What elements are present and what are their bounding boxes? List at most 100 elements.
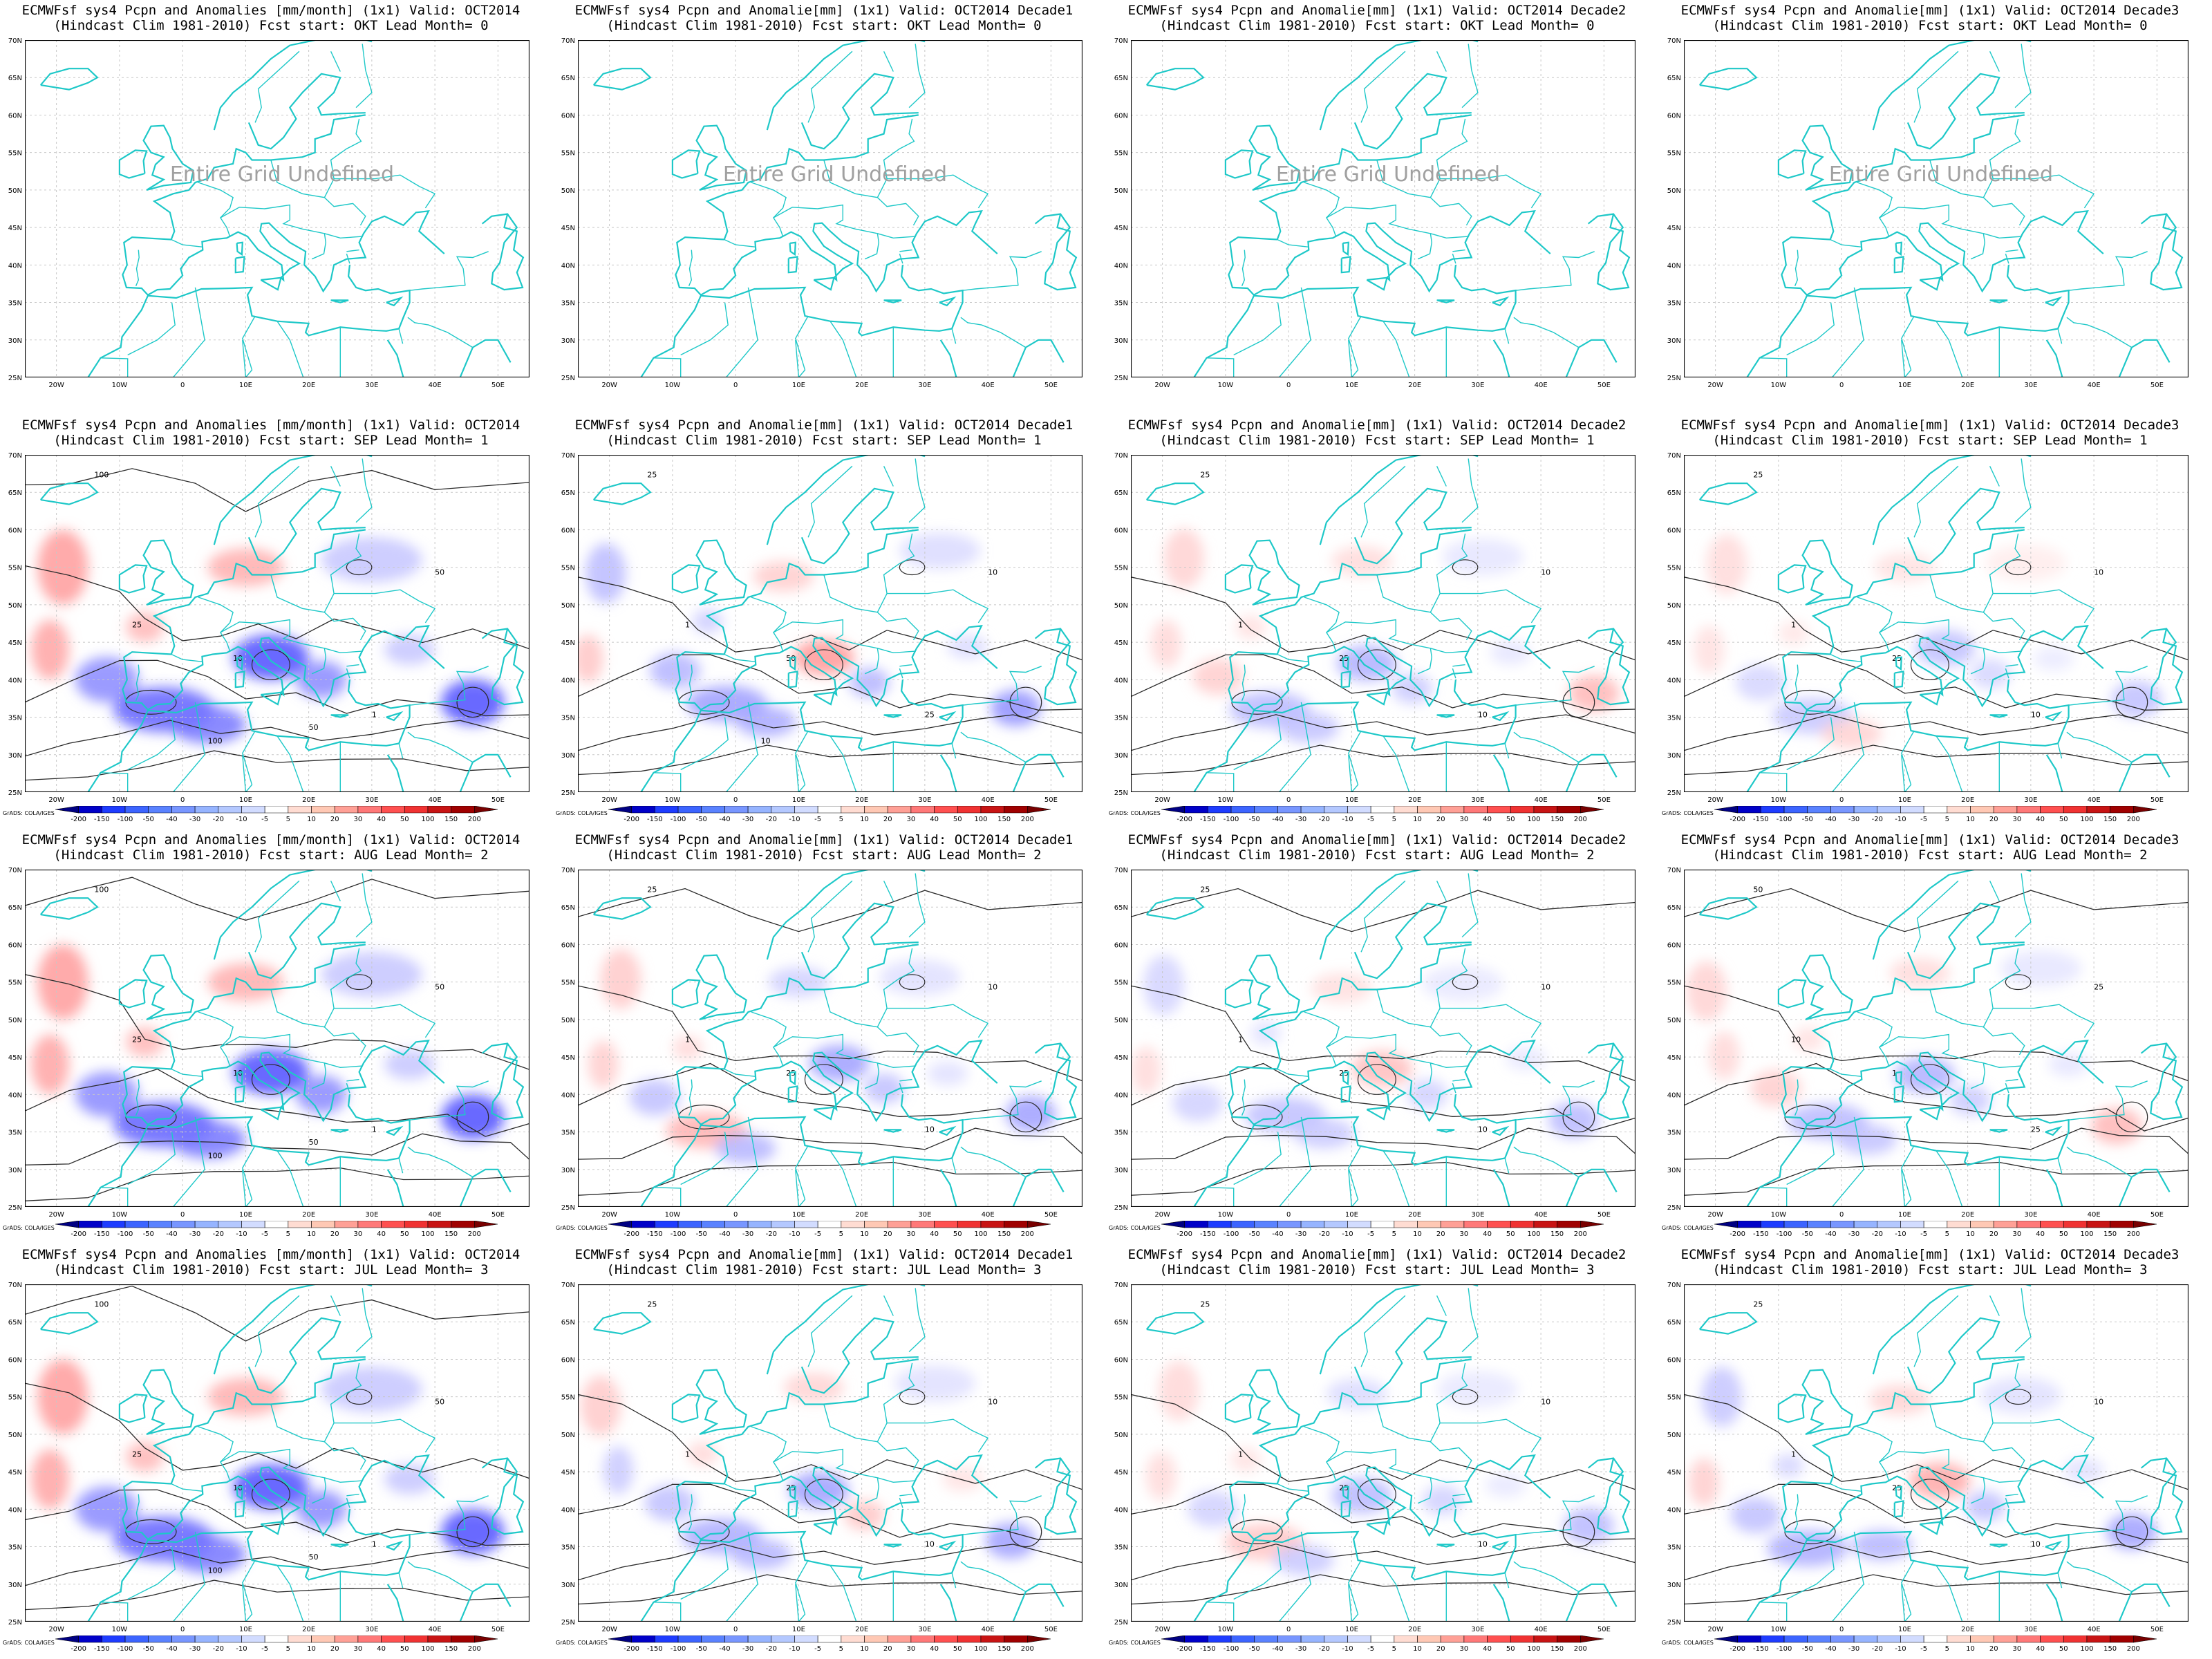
colorbar-tick-label: 5 xyxy=(1945,816,1949,823)
colorbar-swatch xyxy=(381,1221,405,1228)
colorbar-tick-label: 200 xyxy=(2127,1230,2140,1238)
colorbar-tick-label: 30 xyxy=(1460,1645,1469,1653)
colorbar-tick-label: -100 xyxy=(1777,1230,1792,1238)
contour-label: 100 xyxy=(94,1300,109,1309)
contour-lines: 50 25 10 1 25 xyxy=(1684,885,2188,1196)
latitude-label: 35N xyxy=(8,1130,22,1137)
colorbar-swatch xyxy=(171,806,196,814)
longitude-label: 40E xyxy=(1535,382,1548,389)
colorbar-swatch xyxy=(957,806,982,814)
latitude-label: 55N xyxy=(8,150,22,158)
colorbar-swatch xyxy=(1027,806,1051,814)
colorbar-swatch xyxy=(2016,1221,2041,1228)
colorbar-swatch xyxy=(1900,1221,1924,1228)
colorbar-tick-label: 10 xyxy=(307,1230,316,1238)
colorbar-tick-label: 200 xyxy=(468,1230,481,1238)
contour-label: 10 xyxy=(1478,711,1488,720)
coastlines xyxy=(1698,40,2184,377)
colorbar-swatch xyxy=(55,1635,79,1643)
colorbar-swatch xyxy=(887,1635,912,1643)
latitude-label: 60N xyxy=(561,527,575,534)
latitude-label: 70N xyxy=(8,1282,22,1289)
colorbar-tick-label: -100 xyxy=(118,1645,133,1653)
forecast-panel: ECMWFsf sys4 Pcpn and Anomalies [mm/mont… xyxy=(0,830,553,1244)
latitude-label: 50N xyxy=(1114,187,1128,195)
latitude-label: 60N xyxy=(8,112,22,120)
panel-title: ECMWFsf sys4 Pcpn and Anomalies [mm/mont… xyxy=(0,3,542,33)
colorbar-tick-label: -10 xyxy=(1342,1645,1353,1653)
colorbar-swatch xyxy=(2133,806,2157,814)
colorbar-tick-label: 30 xyxy=(907,1645,916,1653)
colorbar-tick-label: 100 xyxy=(1527,816,1540,823)
latitude-label: 45N xyxy=(561,1054,575,1062)
colorbar-tick-label: -20 xyxy=(213,816,224,823)
colorbar-swatch xyxy=(194,806,219,814)
country-borders xyxy=(653,458,1042,792)
coastlines xyxy=(592,455,1078,792)
colorbar-tick-label: -5 xyxy=(1920,1230,1927,1238)
panel-title-line1: ECMWFsf sys4 Pcpn and Anomalie[mm] (1x1)… xyxy=(1680,1247,2180,1262)
colorbar-swatch xyxy=(887,806,912,814)
latitude-label: 25N xyxy=(1667,1619,1681,1627)
forecast-panel: ECMWFsf sys4 Pcpn and Anomalies [mm/mont… xyxy=(0,1244,553,1659)
latitude-label: 65N xyxy=(1667,75,1681,82)
country-borders xyxy=(1759,458,2148,792)
colorbar-tick-label: -30 xyxy=(1295,1645,1306,1653)
longitude-label: 50E xyxy=(1597,1211,1611,1219)
colorbar: GrADS: COLA/IGES -200 -150 -100 -50 -40 -30 -20… xyxy=(3,1221,498,1238)
colorbar-swatch xyxy=(2110,1635,2134,1643)
colorbar: GrADS: COLA/IGES -200 -150 -100 -50 -40 -30 -20… xyxy=(556,1635,1051,1653)
colorbar-tick-label: -20 xyxy=(213,1645,224,1653)
precipitation-map: Entire Grid Undefined xyxy=(578,40,1082,377)
colorbar-tick-label: -100 xyxy=(1224,816,1239,823)
colorbar-tick-label: 10 xyxy=(860,1645,869,1653)
panel-title-line2: (Hindcast Clim 1981-2010) Fcst start: AU… xyxy=(1159,847,1595,863)
panel-title-line1: ECMWFsf sys4 Pcpn and Anomalie[mm] (1x1)… xyxy=(1127,3,1627,18)
colorbar-swatch xyxy=(2086,1635,2110,1643)
colorbar-tick-label: -200 xyxy=(71,1645,86,1653)
colorbar-swatch xyxy=(1417,1221,1441,1228)
colorbar-tick-label: 200 xyxy=(1574,1645,1587,1653)
colorbar-swatch xyxy=(1487,806,1511,814)
latitude-label: 50N xyxy=(8,1432,22,1439)
longitude-label: 20E xyxy=(855,1626,868,1633)
colorbar-tick-label: 50 xyxy=(400,1230,409,1238)
colorbar-tick-label: 100 xyxy=(2080,1645,2093,1653)
coastlines xyxy=(1698,870,2184,1207)
map-frame: 70N 65N 60N 55N 50N 45N 40N 35N 30N 25N 20W 10W 0 10E… xyxy=(8,867,505,1219)
graticule xyxy=(25,870,529,1207)
latitude-label: 45N xyxy=(1667,1054,1681,1062)
colorbar-tick-label: 5 xyxy=(1392,1230,1396,1238)
colorbar-swatch xyxy=(631,806,655,814)
longitude-label: 10E xyxy=(792,1211,805,1219)
colorbar-swatch xyxy=(1533,1221,1557,1228)
panel-title-line2: (Hindcast Clim 1981-2010) Fcst start: SE… xyxy=(1712,433,2148,448)
colorbar-swatch xyxy=(2110,1221,2134,1228)
colorbar-swatch xyxy=(934,1635,958,1643)
longitude-label: 10E xyxy=(792,1626,805,1633)
longitude-label: 40E xyxy=(1535,1626,1548,1633)
graticule xyxy=(1684,870,2188,1207)
panel-title: ECMWFsf sys4 Pcpn and Anomalie[mm] (1x1)… xyxy=(1106,418,1648,448)
grads-credit: GrADS: COLA/IGES xyxy=(3,810,55,816)
colorbar-tick-label: -100 xyxy=(118,816,133,823)
longitude-label: 0 xyxy=(1286,382,1291,389)
colorbar-tick-label: -100 xyxy=(1777,1645,1792,1653)
contour-label: 10 xyxy=(1541,568,1550,577)
colorbar-swatch xyxy=(55,1221,79,1228)
longitude-label: 20E xyxy=(855,796,868,804)
latitude-label: 70N xyxy=(1667,1282,1681,1289)
colorbar-tick-label: 20 xyxy=(330,1230,339,1238)
panel-title: ECMWFsf sys4 Pcpn and Anomalie[mm] (1x1)… xyxy=(553,832,1095,863)
colorbar-swatch xyxy=(1230,1635,1255,1643)
latitude-label: 70N xyxy=(1114,452,1128,460)
contour-label: 10 xyxy=(1541,983,1550,992)
colorbar-tick-label: 40 xyxy=(2036,1645,2045,1653)
colorbar-tick-label: 5 xyxy=(839,816,843,823)
latitude-label: 45N xyxy=(8,639,22,647)
coastlines xyxy=(1698,455,2184,792)
latitude-label: 25N xyxy=(8,375,22,382)
colorbar-swatch xyxy=(1417,1635,1441,1643)
